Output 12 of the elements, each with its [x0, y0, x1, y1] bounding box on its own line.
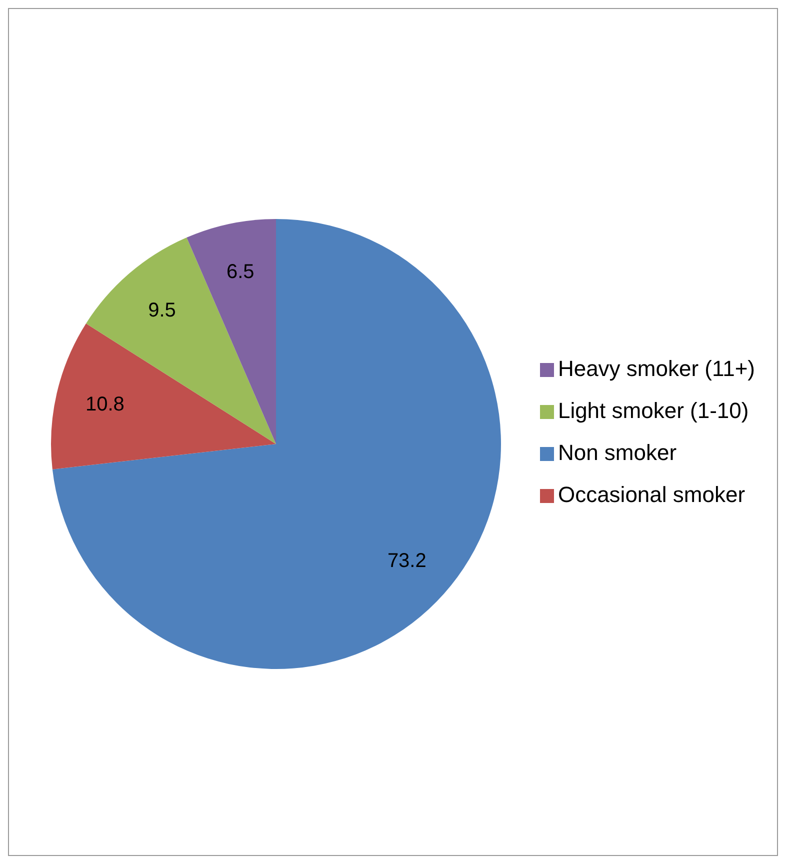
legend-label: Non smoker [558, 440, 677, 465]
pie-slice [86, 238, 276, 444]
data-label: 73.2 [387, 550, 426, 572]
legend-label: Heavy smoker (11+) [558, 356, 755, 381]
data-label: 10.8 [86, 394, 124, 416]
legend-label: Light smoker (1-10) [558, 398, 749, 423]
data-label: 9.5 [148, 300, 176, 322]
legend-label: Occasional smoker [558, 482, 746, 507]
pie-slice [186, 219, 276, 444]
data-label: 6.5 [226, 261, 254, 284]
pie-slice [52, 219, 501, 669]
pie-slice [51, 323, 276, 470]
